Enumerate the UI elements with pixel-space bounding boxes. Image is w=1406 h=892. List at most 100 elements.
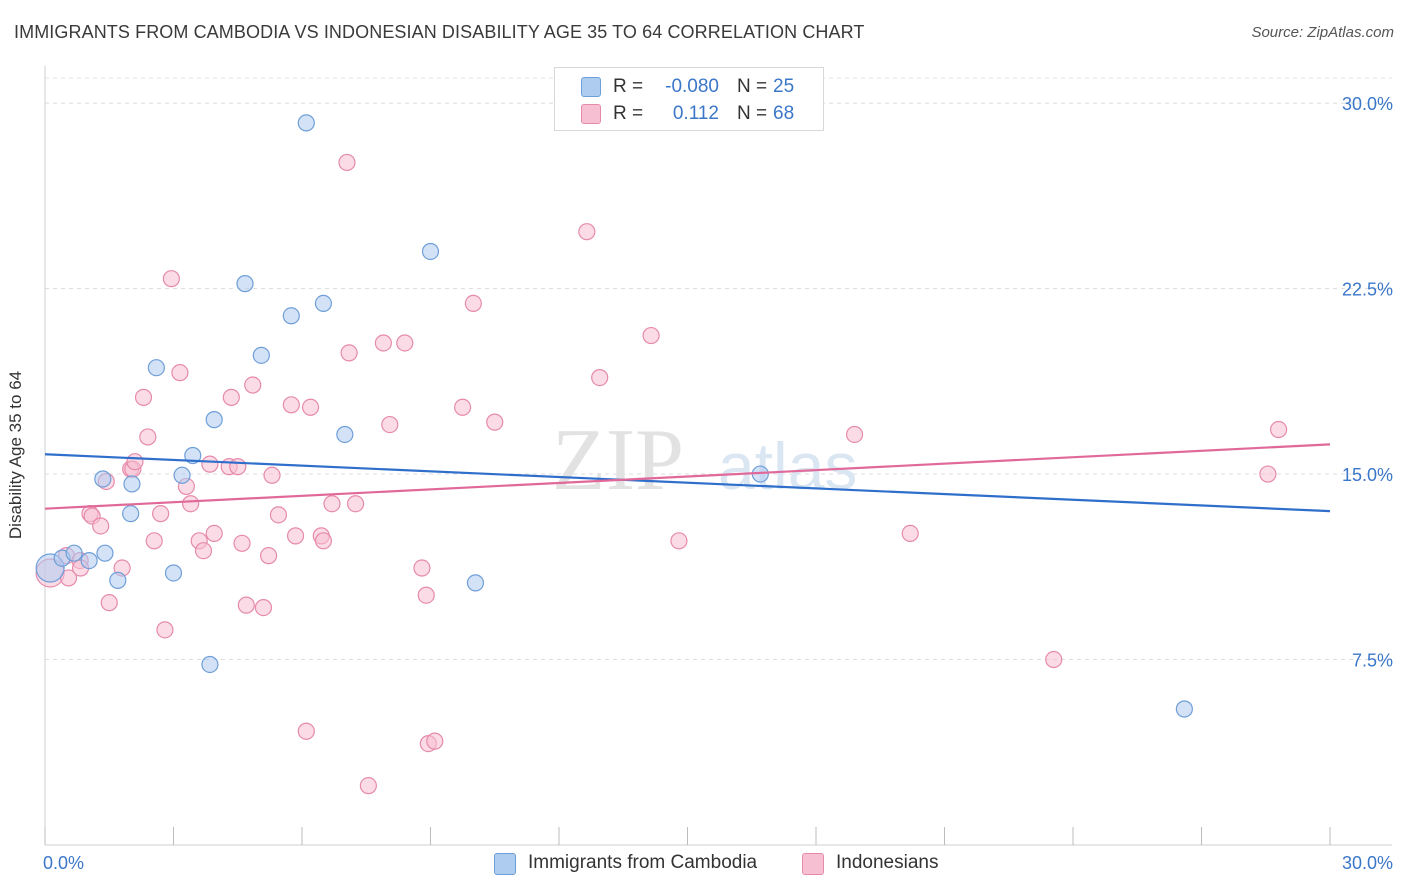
tick-labels: 7.5% 15.0% 22.5% 30.0% 0.0% 30.0%: [43, 94, 1393, 873]
cambodia-point: [122, 505, 140, 523]
indonesian-point: [338, 153, 356, 172]
indonesian-point: [259, 547, 278, 565]
indonesian-point: [374, 334, 392, 352]
watermark-atlas: atlas: [718, 429, 857, 503]
chart-title: IMMIGRANTS FROM CAMBODIA VS INDONESIAN D…: [14, 22, 865, 42]
cambodia-point: [173, 466, 191, 484]
indonesian-point: [297, 722, 315, 740]
indonesian-point: [244, 376, 262, 394]
bottom-legend-swatch-cambodia: [494, 853, 516, 875]
indonesian-point: [156, 621, 174, 639]
cambodia-point: [147, 359, 165, 377]
cambodia-point: [252, 346, 270, 364]
cambodia-point: [184, 446, 202, 465]
indonesian-point: [171, 364, 189, 382]
cambodia-point: [336, 425, 354, 444]
indonesian-point: [901, 524, 919, 543]
indonesian-point: [254, 598, 273, 617]
legend-r-label: R =: [613, 103, 644, 124]
indonesian-point: [139, 428, 157, 446]
indonesian-point: [229, 458, 247, 476]
y-tick-label: 30.0%: [1342, 94, 1393, 114]
indonesian-point: [396, 334, 414, 352]
indonesian-point: [100, 594, 118, 612]
indonesian-point: [642, 326, 660, 345]
legend-n-label: N =: [737, 76, 768, 97]
indonesian-trend-line: [44, 443, 1331, 510]
indonesian-point: [201, 455, 219, 473]
indonesian-point: [152, 505, 170, 523]
data-points: [35, 114, 1288, 795]
indonesian-point: [845, 425, 864, 444]
legend-n-value: 25: [773, 76, 795, 97]
cambodia-trend-line: [44, 453, 1331, 513]
legend-n-label: N =: [737, 103, 768, 124]
indonesian-point: [426, 732, 444, 750]
indonesian-point: [323, 495, 341, 513]
watermark-zip: ZIP: [552, 412, 684, 509]
indonesian-point: [263, 466, 281, 484]
indonesian-point: [126, 453, 144, 471]
legend-r-value: -0.080: [665, 76, 719, 97]
indonesian-point: [194, 542, 213, 560]
indonesian-point: [578, 223, 596, 241]
bottom-legend-label-indonesians: Indonesians: [836, 852, 939, 873]
indonesian-point: [222, 388, 240, 406]
cambodia-point: [94, 470, 112, 488]
indonesian-point: [670, 532, 688, 550]
cambodia-point: [421, 242, 440, 261]
indonesian-point: [464, 294, 482, 313]
indonesian-point: [359, 777, 377, 795]
axes: [44, 66, 1392, 846]
indonesian-point: [92, 517, 110, 535]
cambodia-point: [314, 294, 333, 313]
indonesian-point: [591, 369, 609, 387]
legend-r-value: 0.112: [672, 103, 719, 124]
watermark: ZIP atlas: [552, 412, 857, 509]
y-tick-label: 22.5%: [1342, 280, 1393, 300]
cambodia-point: [205, 411, 223, 429]
y-tick-label: 7.5%: [1352, 651, 1393, 671]
legend-swatch-indonesians: [581, 104, 601, 124]
stats-legend: R = -0.080 N = 25 R = 0.112 N = 68: [554, 67, 824, 131]
legend-n-value: 68: [773, 103, 795, 124]
cambodia-point: [80, 552, 98, 570]
indonesian-point: [1269, 420, 1288, 439]
cambodia-point: [109, 571, 127, 589]
indonesian-point: [301, 398, 320, 416]
indonesian-point: [182, 495, 200, 513]
chart-source: Source: ZipAtlas.com: [1251, 24, 1394, 41]
indonesian-point: [314, 532, 333, 550]
cambodia-point: [123, 475, 141, 493]
indonesian-point: [233, 534, 251, 552]
indonesian-point: [145, 532, 163, 550]
indonesian-point: [134, 388, 153, 406]
cambodia-point: [1175, 700, 1193, 718]
bottom-legend-label-cambodia: Immigrants from Cambodia: [528, 852, 758, 873]
indonesian-point: [381, 415, 399, 434]
indonesian-point: [286, 527, 305, 545]
cambodia-point: [201, 655, 219, 674]
legend-r-label: R =: [613, 76, 644, 97]
indonesian-point: [340, 344, 358, 362]
cambodia-point: [282, 307, 300, 325]
y-tick-label: 15.0%: [1342, 465, 1393, 485]
x-tick-label: 30.0%: [1342, 853, 1393, 873]
indonesian-point: [454, 398, 472, 416]
grid-lines: [45, 77, 1392, 661]
indonesian-point: [417, 586, 435, 604]
indonesian-point: [1259, 465, 1277, 483]
indonesian-point: [346, 495, 365, 513]
cambodia-point: [297, 114, 315, 132]
bottom-legend-swatch-indonesians: [802, 853, 824, 875]
cambodia-point: [466, 574, 485, 592]
legend-swatch-cambodia: [581, 77, 601, 97]
indonesian-point: [486, 413, 504, 431]
x-tick-label: 0.0%: [43, 853, 84, 873]
cambodia-point: [96, 544, 114, 562]
cambodia-point: [164, 564, 183, 582]
indonesian-point: [269, 506, 288, 524]
indonesian-point: [282, 396, 300, 414]
indonesian-point: [237, 596, 255, 614]
